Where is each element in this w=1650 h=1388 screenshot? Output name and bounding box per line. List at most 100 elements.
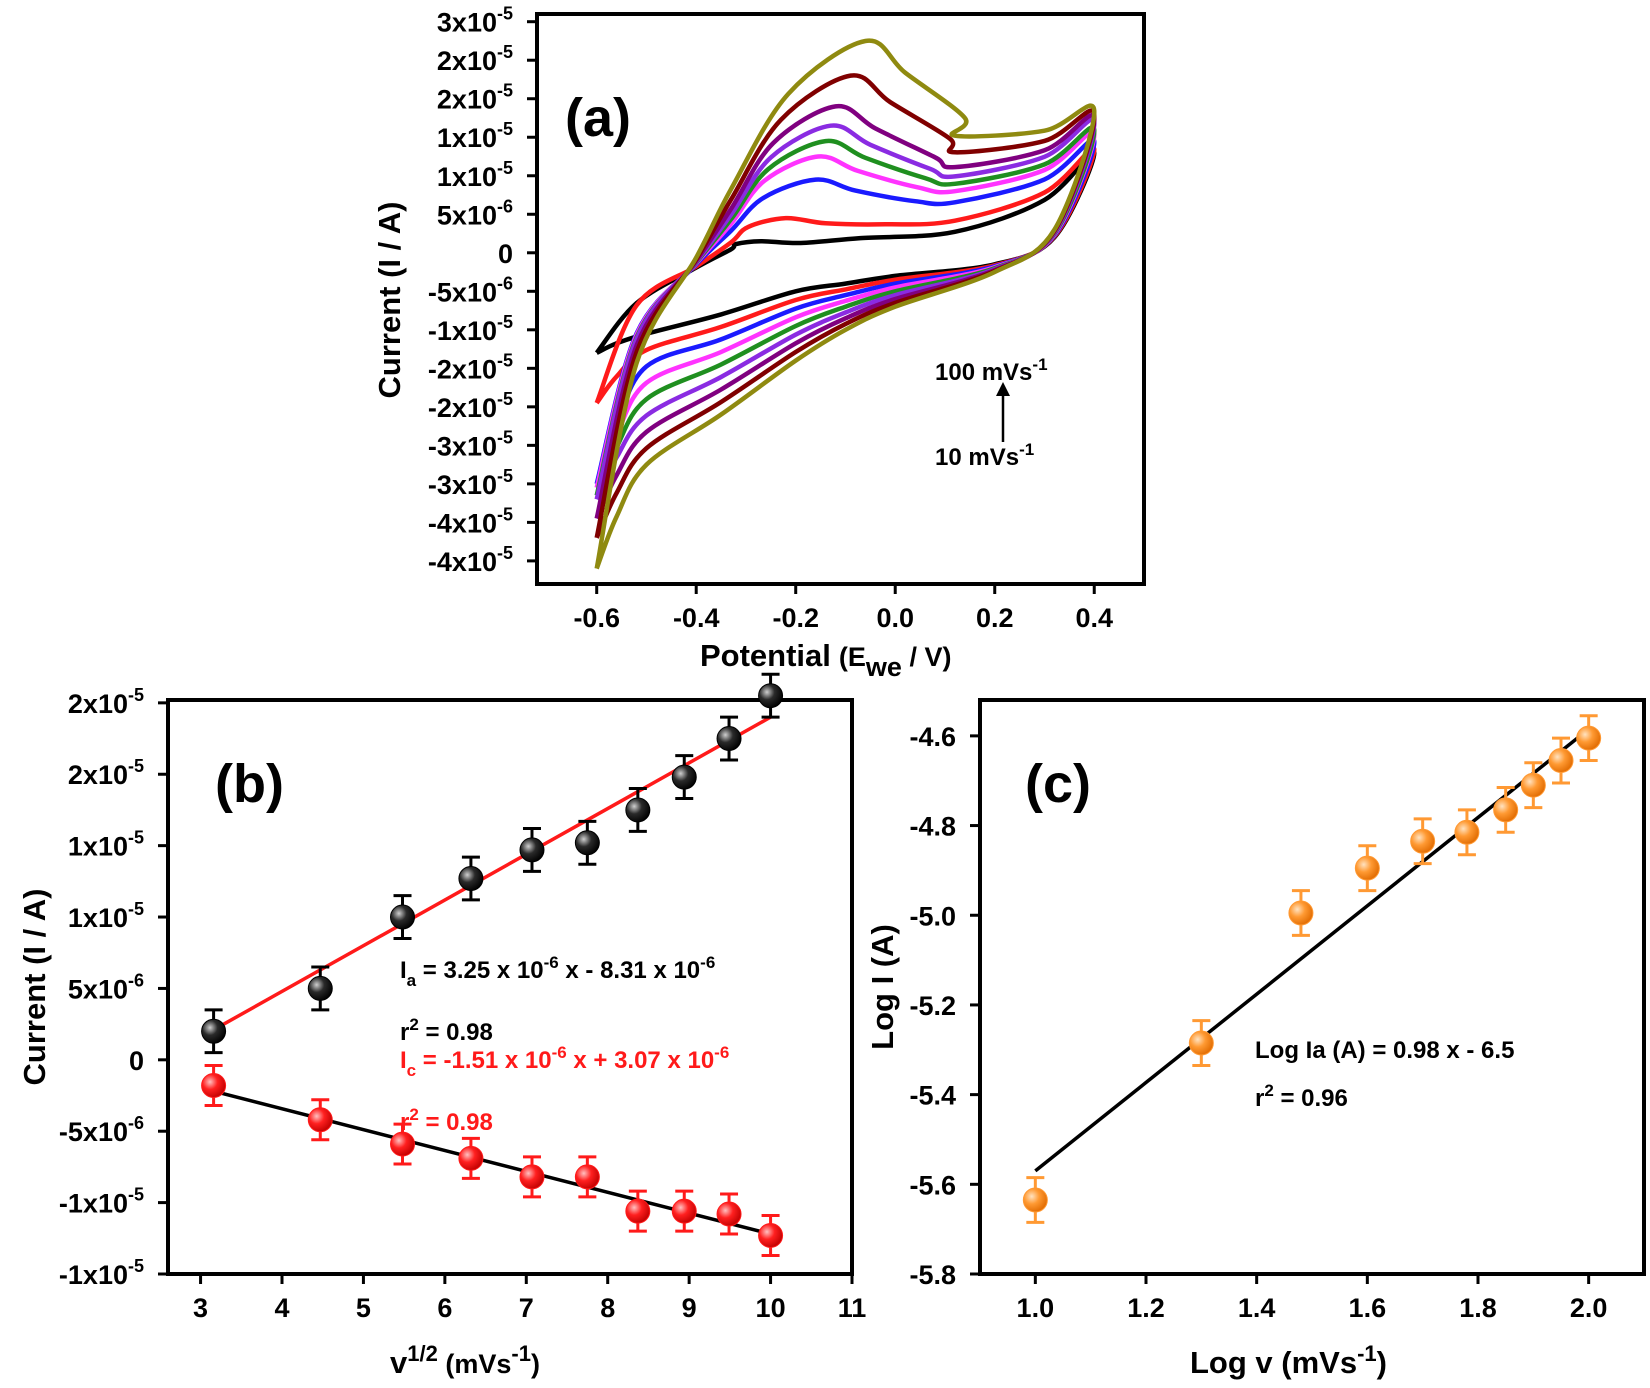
y-tick-label: 2x10-5 [437,42,513,76]
panel-b-data-points [201,672,784,1257]
y-tick-label: -5.2 [909,991,956,1021]
data-point [201,1018,227,1044]
panel-b-label: (b) [215,754,284,814]
data-point [307,975,333,1001]
panel-c-x-ticks: 1.0 1.2 1.4 1.6 1.8 2.0 [1017,1274,1608,1323]
data-point [625,797,651,823]
data-point [390,904,416,930]
y-tick-label: -1x10-5 [428,312,513,346]
x-tick-label: 1.0 [1017,1293,1055,1323]
panel-b-y-ticks: 2x10-5 2x10-5 1x10-5 1x10-5 5x10-6 0 -5x10-6 -1… [59,685,168,1290]
data-point [1454,819,1480,845]
y-tick-label: 0 [498,239,513,269]
scan-rate-annotation-min: 10 mVs-1 [935,440,1034,471]
y-tick-label: -2x10-5 [428,350,513,384]
cv-curve-1 [594,145,1097,405]
y-tick-label: -5.0 [909,901,956,931]
x-tick-label: 4 [274,1293,289,1323]
panel-b-x-axis-title: v1/2 (mVs-1) [390,1341,540,1380]
y-tick-label: -1x10-5 [59,1256,144,1290]
data-point [1188,1030,1214,1056]
panel-c-x-axis-title: Log v (mVs-1) [1190,1341,1387,1380]
x-tick-label: -0.6 [573,603,620,633]
y-tick-label: 2x10-5 [68,685,144,719]
data-point [758,1222,784,1248]
x-tick-label: 9 [682,1293,697,1323]
x-tick-label: 2.0 [1570,1293,1608,1323]
y-tick-label: -1x10-5 [59,1185,144,1219]
panel-c-log-current-vs-log-scan-rate: 1.0 1.2 1.4 1.6 1.8 2.0 -4.6 -4.8 -5.0 -5.2 -5.4 -… [865,698,1646,1380]
data-point [1493,797,1519,823]
cv-curve-4 [594,125,1097,497]
y-tick-label: 5x10-6 [437,196,513,230]
y-tick-label: -5x10-6 [428,273,513,307]
x-tick-label: 0.2 [976,603,1014,633]
data-point [307,1107,333,1133]
panel-b-current-vs-sqrt-scan-rate: 3 4 5 6 7 8 9 10 11 2x10-5 2x10-5 1x10-5 1x10-5 5x10… [17,672,866,1380]
panel-a-y-ticks: 3x10-5 2x10-5 2x10-5 1x10-5 1x10-5 5x10-6 0 -5x… [428,4,537,577]
y-tick-label: 1x10-5 [437,119,513,153]
data-point [1576,725,1602,751]
cv-curve-3 [594,129,1097,489]
cathodic-fit-equation: Ic = -1.51 x 10-6 x + 3.07 x 10-6 [400,1043,729,1080]
panel-c-label: (c) [1025,754,1091,814]
data-point [671,764,697,790]
y-tick-label: -3x10-5 [428,466,513,500]
x-tick-label: -0.4 [673,603,720,633]
cathodic-fit-r2: r2 = 0.98 [400,1105,493,1136]
y-tick-label: -5.4 [909,1081,956,1111]
x-tick-label: 8 [600,1293,615,1323]
y-tick-label: -4.8 [909,812,956,842]
y-tick-label: 3x10-5 [437,4,513,38]
y-tick-label: -5x10-6 [59,1113,144,1147]
data-point [716,726,742,752]
data-point [574,830,600,856]
data-point [625,1198,651,1224]
y-tick-label: 1x10-5 [437,158,513,192]
x-tick-label: 1.2 [1127,1293,1165,1323]
cv-curves [594,38,1097,570]
data-point [1354,855,1380,881]
data-point [390,1131,416,1157]
y-tick-label: 1x10-5 [68,828,144,862]
x-tick-label: 0.0 [876,603,914,633]
y-tick-label: 2x10-5 [437,81,513,115]
x-tick-label: 10 [756,1293,786,1323]
cv-curve-5 [594,117,1097,501]
y-tick-label: -4.6 [909,722,956,752]
data-point [201,1073,227,1099]
anodic-fit-r2: r2 = 0.98 [400,1015,493,1046]
anodic-fit-equation: Ia = 3.25 x 10-6 x - 8.31 x 10-6 [400,953,715,990]
x-tick-label: 5 [356,1293,371,1323]
data-point [519,837,545,863]
y-tick-label: -4x10-5 [428,504,513,538]
cv-curve-2 [594,137,1097,485]
panel-c-y-axis-title: Log I (A) [865,924,900,1050]
y-tick-label: -3x10-5 [428,427,513,461]
panel-a-cyclic-voltammogram: -0.6 -0.4 -0.2 0.0 0.2 0.4 3x10-5 2x10-5 2x10-5… [372,4,1146,682]
x-tick-label: 6 [437,1293,452,1323]
data-point [1022,1187,1048,1213]
y-tick-label: -2x10-5 [428,389,513,423]
data-point [716,1201,742,1227]
x-tick-label: 1.8 [1459,1293,1497,1323]
cv-curve-6 [594,104,1097,520]
x-tick-label: 1.4 [1238,1293,1276,1323]
data-point [671,1198,697,1224]
y-tick-label: 1x10-5 [68,899,144,933]
scan-rate-annotation-max: 100 mVs-1 [935,355,1048,386]
panel-a-y-axis-title: Current (I / A) [372,202,407,399]
cv-curve-8 [594,38,1097,570]
data-point [1548,748,1574,774]
y-tick-label: -5.8 [909,1260,956,1290]
panel-b-x-ticks: 3 4 5 6 7 8 9 10 11 [193,1274,866,1323]
data-point [574,1164,600,1190]
panel-b-y-axis-title: Current (I / A) [17,889,52,1086]
x-tick-label: 3 [193,1293,208,1323]
x-tick-label: 1.6 [1349,1293,1387,1323]
panel-a-x-ticks: -0.6 -0.4 -0.2 0.0 0.2 0.4 [573,584,1113,633]
panel-c-data-points [1022,714,1602,1224]
y-tick-label: -4x10-5 [428,543,513,577]
y-tick-label: 0 [129,1046,144,1076]
